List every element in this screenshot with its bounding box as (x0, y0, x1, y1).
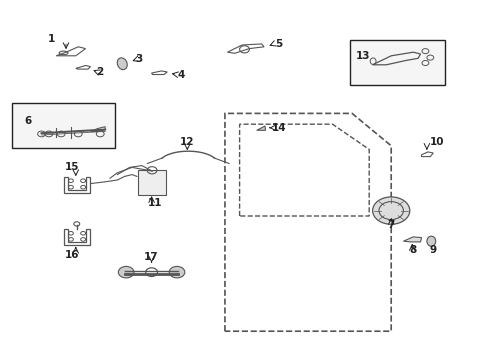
Text: 10: 10 (428, 137, 443, 147)
Circle shape (118, 266, 134, 278)
Polygon shape (403, 237, 421, 242)
Ellipse shape (117, 58, 127, 69)
Text: 8: 8 (409, 245, 416, 255)
Text: 16: 16 (64, 249, 79, 260)
Text: 4: 4 (177, 69, 184, 80)
Text: 11: 11 (148, 198, 163, 208)
FancyBboxPatch shape (138, 170, 166, 195)
Text: 13: 13 (355, 51, 369, 61)
Circle shape (372, 197, 409, 224)
Text: 17: 17 (144, 252, 159, 262)
Text: 2: 2 (97, 67, 103, 77)
Text: 14: 14 (271, 123, 285, 133)
Text: 1: 1 (48, 33, 55, 44)
Text: 7: 7 (386, 220, 394, 230)
Ellipse shape (426, 236, 435, 246)
Polygon shape (256, 126, 265, 130)
Text: 15: 15 (64, 162, 79, 172)
Circle shape (169, 266, 184, 278)
Text: 5: 5 (275, 39, 282, 49)
Text: 9: 9 (428, 245, 435, 255)
Text: 6: 6 (24, 116, 31, 126)
Text: 3: 3 (136, 54, 142, 64)
Text: 12: 12 (180, 137, 194, 147)
FancyBboxPatch shape (12, 103, 115, 148)
FancyBboxPatch shape (349, 40, 444, 85)
